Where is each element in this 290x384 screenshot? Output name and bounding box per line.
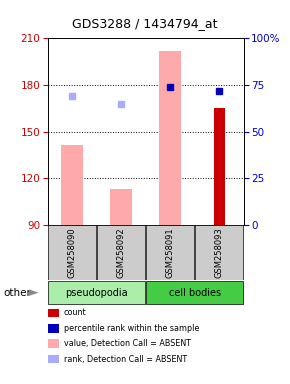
Text: GSM258090: GSM258090 [68, 227, 77, 278]
Text: cell bodies: cell bodies [168, 288, 221, 298]
Text: percentile rank within the sample: percentile rank within the sample [64, 324, 199, 333]
Text: count: count [64, 308, 86, 318]
Text: GSM258093: GSM258093 [215, 227, 224, 278]
Bar [146, 281, 243, 304]
Text: GSM258091: GSM258091 [166, 227, 175, 278]
Bar [195, 225, 243, 280]
Text: ►: ► [28, 286, 38, 299]
Text: GDS3288 / 1434794_at: GDS3288 / 1434794_at [72, 17, 218, 30]
Text: rank, Detection Call = ABSENT: rank, Detection Call = ABSENT [64, 354, 187, 364]
Bar [159, 51, 181, 225]
Text: other: other [3, 288, 31, 298]
Bar [97, 225, 145, 280]
Text: pseudopodia: pseudopodia [66, 288, 128, 298]
Bar [48, 281, 145, 304]
Bar [146, 225, 194, 280]
Text: value, Detection Call = ABSENT: value, Detection Call = ABSENT [64, 339, 191, 348]
Text: GSM258092: GSM258092 [117, 227, 126, 278]
Bar [214, 108, 224, 225]
Bar [110, 189, 132, 225]
Bar [48, 225, 96, 280]
Bar [61, 146, 83, 225]
